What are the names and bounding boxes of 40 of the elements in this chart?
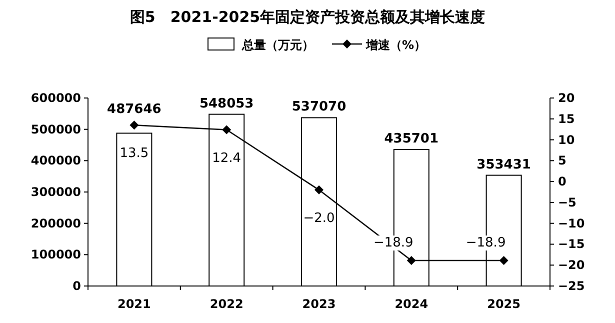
y2-tick-label: 0 bbox=[558, 174, 566, 189]
point bbox=[314, 185, 324, 194]
y2-tick-label: 15 bbox=[558, 112, 575, 126]
y-tick-label: 500000 bbox=[30, 122, 81, 136]
data-label: −18.9 bbox=[373, 236, 414, 251]
y2-tick-label: −25 bbox=[558, 279, 585, 293]
y2-tick-label: −10 bbox=[558, 216, 585, 230]
y-tick-label: 300000 bbox=[30, 185, 81, 199]
point bbox=[222, 125, 232, 134]
data-label: −2.0 bbox=[303, 210, 335, 226]
y-tick-label: 400000 bbox=[30, 154, 81, 168]
data-label: 12.4 bbox=[212, 150, 242, 166]
point bbox=[499, 256, 508, 266]
y2-tick-label: −20 bbox=[558, 258, 585, 272]
x-tick-label: 2025 bbox=[487, 297, 521, 311]
y2-tick-label: 20 bbox=[558, 91, 575, 105]
data-label: 548053 bbox=[199, 96, 254, 112]
data-label: 13.5 bbox=[120, 146, 149, 162]
data-label: −18.9 bbox=[466, 236, 506, 251]
point bbox=[406, 256, 416, 266]
y2-tick-label: 10 bbox=[558, 132, 575, 147]
x-tick-label: 2023 bbox=[302, 297, 336, 311]
legend-label: 增速（%） bbox=[365, 38, 426, 52]
x-tick-label: 2021 bbox=[117, 297, 151, 311]
data-label: 353431 bbox=[476, 157, 531, 172]
y-tick-label: 100000 bbox=[30, 248, 81, 262]
y-tick-label: 0 bbox=[72, 279, 81, 293]
x-tick-label: 2022 bbox=[210, 297, 244, 311]
legend-label: 总量（万元） bbox=[241, 38, 314, 52]
y2-tick-label: −5 bbox=[558, 195, 576, 210]
point bbox=[130, 120, 139, 130]
data-label: 435701 bbox=[384, 131, 439, 146]
y-tick-label: 600000 bbox=[30, 91, 81, 105]
chart-title: 图5 2021-2025年固定资产投资总额及其增长速度 bbox=[130, 8, 486, 26]
y-tick-label: 200000 bbox=[30, 216, 81, 230]
data-label: 487646 bbox=[107, 102, 162, 118]
data-label: 537070 bbox=[292, 100, 346, 115]
y2-tick-label: 5 bbox=[558, 154, 566, 168]
x-tick-label: 2024 bbox=[394, 297, 428, 311]
y2-tick-label: −15 bbox=[558, 237, 585, 252]
